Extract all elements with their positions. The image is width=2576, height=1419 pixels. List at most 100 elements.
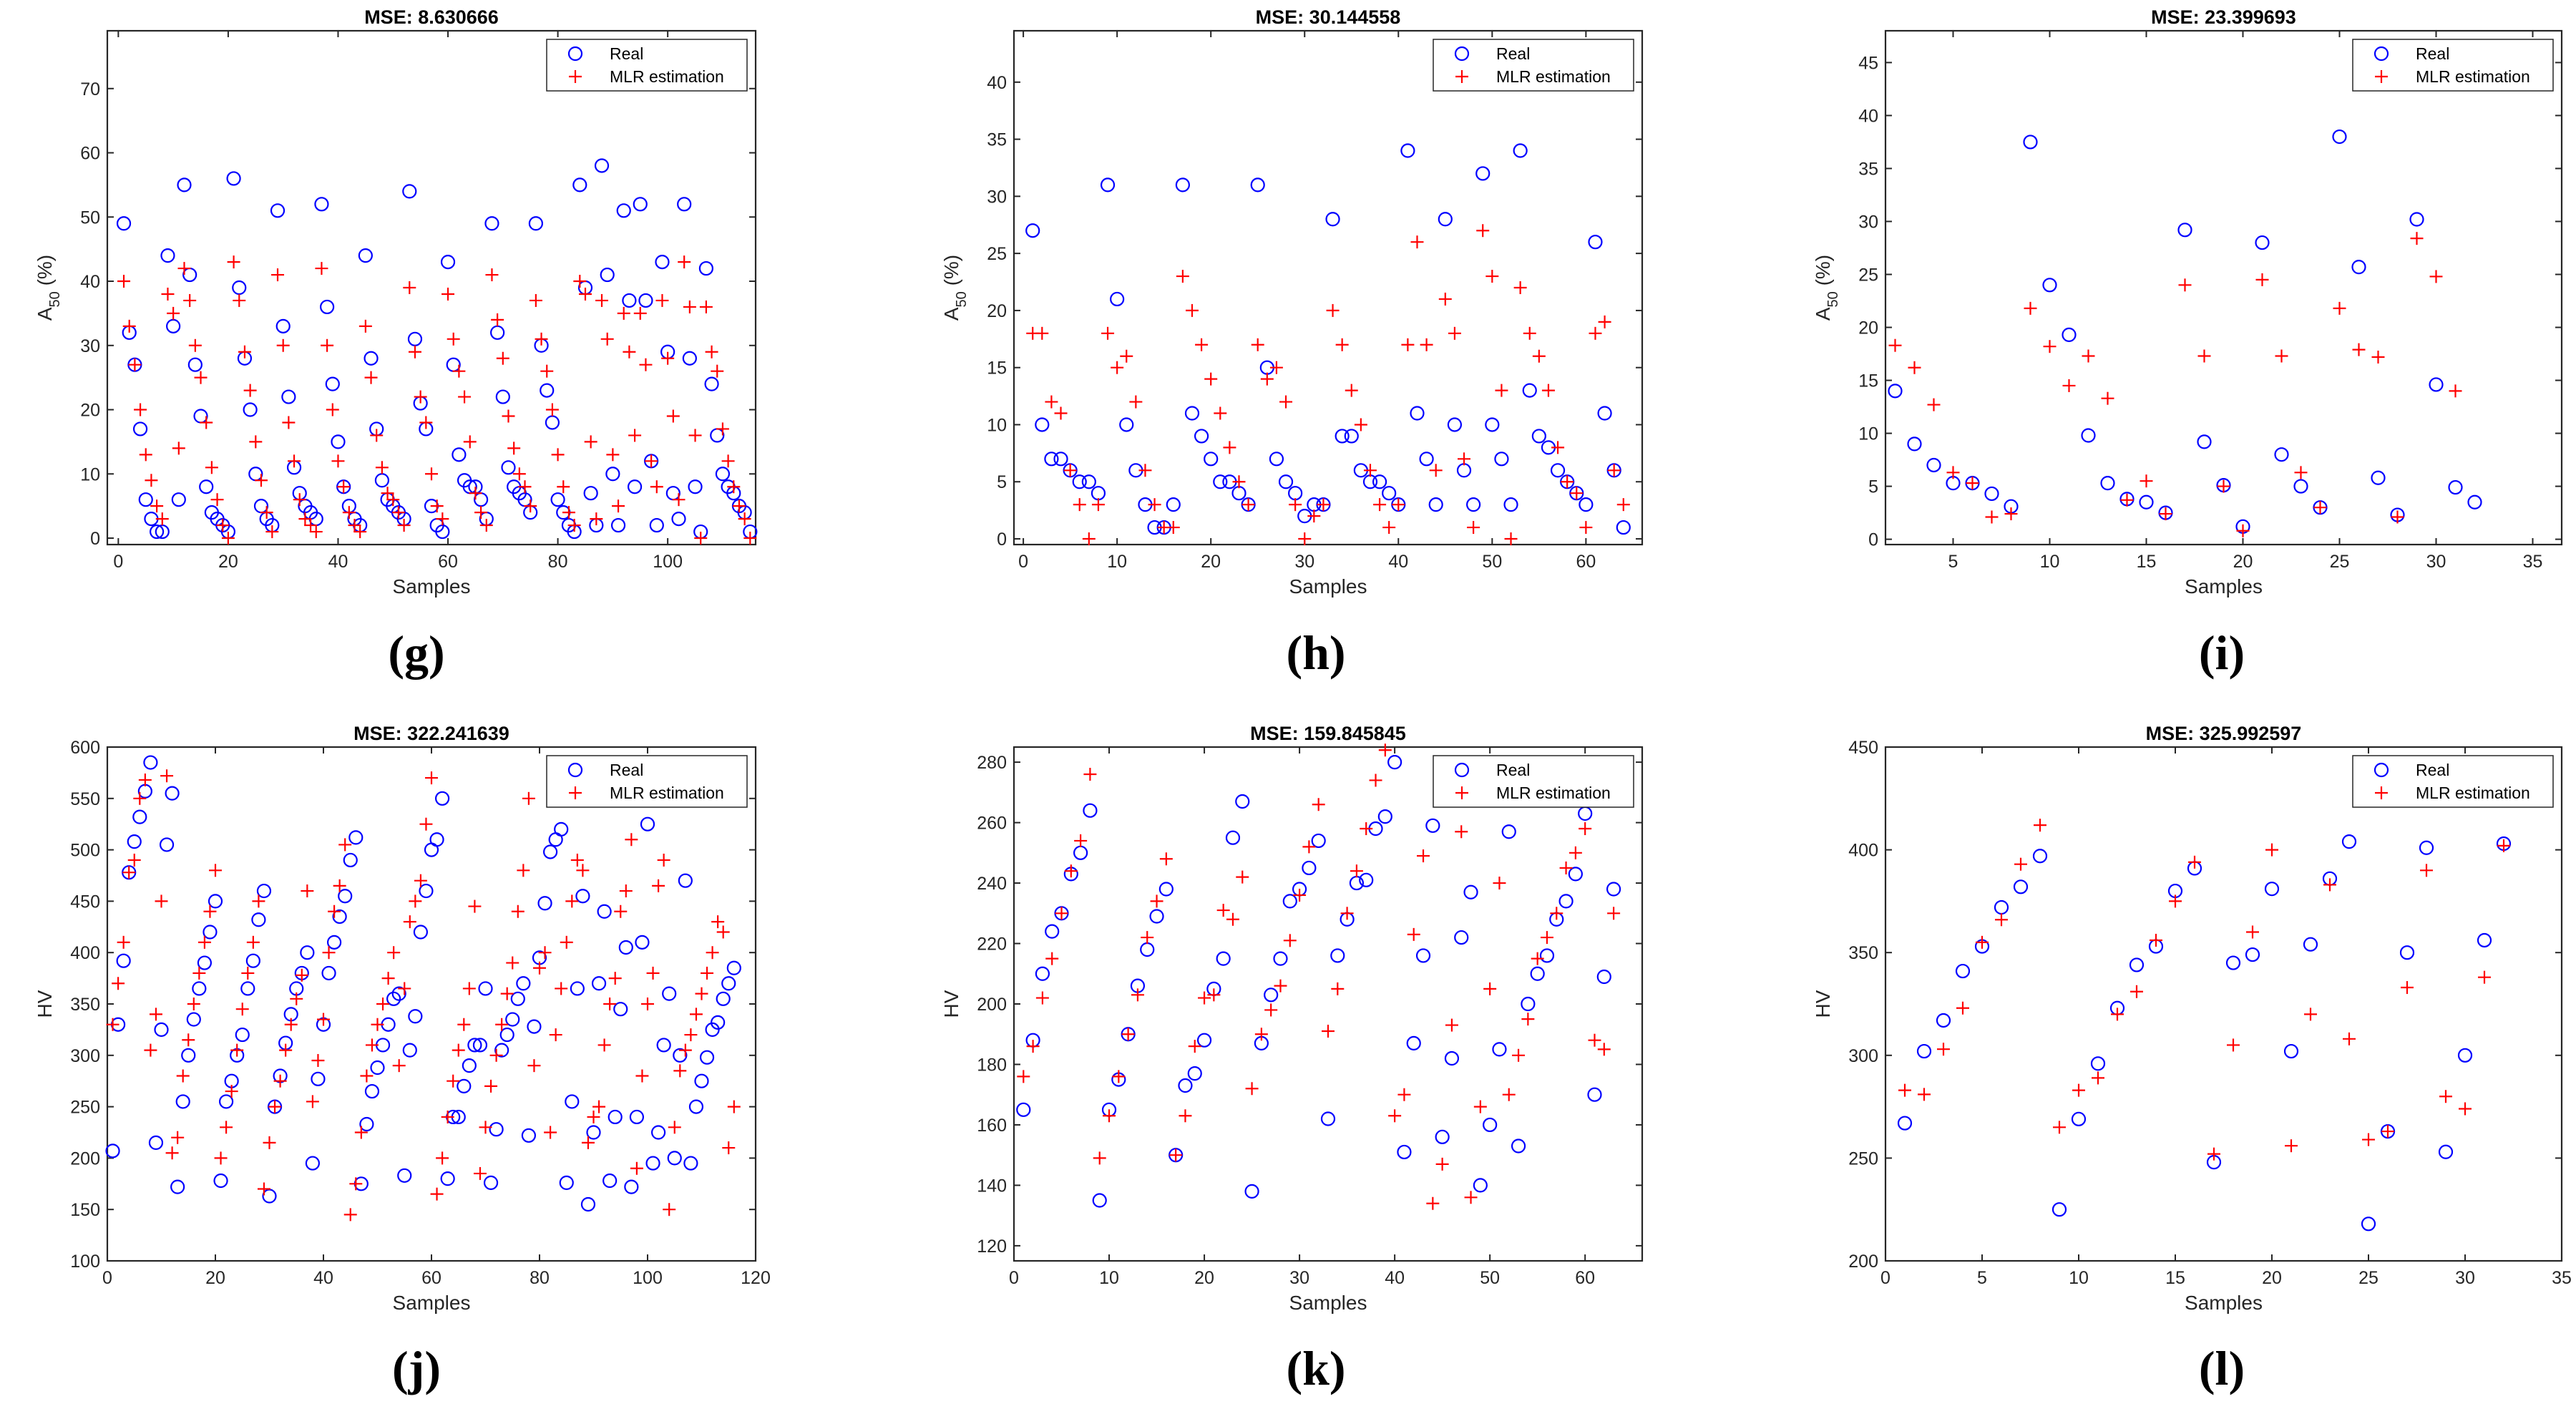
y-tick-label: 300 [70,1046,100,1066]
estimation-point [1579,521,1593,535]
estimation-point [1448,326,1461,340]
estimation-point [257,1182,270,1196]
estimation-point [683,300,696,313]
real-point [1073,845,1088,860]
estimation-point [1195,338,1209,351]
estimation-point [160,769,174,783]
real-point [655,255,670,270]
estimation-point [1207,988,1221,1002]
estimation-point [458,390,472,404]
real-point [629,1109,645,1125]
real-point [1955,963,1971,979]
estimation-point [2111,1008,2124,1021]
series-real [1897,834,2512,1232]
real-point [602,1173,618,1189]
y-tick-label: 180 [977,1055,1007,1075]
estimation-point [133,791,147,805]
series-real [1025,143,1631,535]
real-point [2332,129,2347,145]
real-point [462,1058,477,1073]
real-point [1578,806,1593,821]
estimation-point [573,275,587,288]
x-tick-label: 15 [2165,1268,2185,1288]
estimation-point [268,1100,282,1113]
real-point [1231,486,1246,501]
estimation-point [233,293,246,307]
real-point [1325,212,1340,227]
real-point [501,460,516,475]
estimation-point [689,1008,703,1021]
estimation-point [1483,982,1497,995]
real-point [219,1094,234,1109]
estimation-point [282,416,296,429]
real-point [1235,794,1250,809]
estimation-point [1397,1088,1411,1101]
real-point [2409,212,2424,227]
estimation-point [1150,894,1163,908]
estimation-point [128,358,142,371]
estimation-point [617,306,630,320]
y-tick-label: 450 [1848,738,1878,758]
estimation-point [317,1013,330,1026]
real-point [490,325,505,340]
x-tick-label: 0 [1880,1268,1890,1288]
real-point [165,786,180,801]
real-point [1196,1033,1212,1048]
real-point [1531,429,1546,444]
y-tick-label: 10 [1858,424,1878,444]
estimation-point [633,306,647,320]
estimation-point [655,293,669,307]
estimation-point [328,904,341,918]
real-point [457,1078,472,1093]
estimation-point [701,966,714,980]
real-point [331,434,346,449]
estimation-point [743,532,757,545]
estimation-point [570,853,584,867]
estimation-point [1607,907,1621,920]
estimation-point [1898,1083,1911,1097]
real-point [1588,235,1603,250]
estimation-point [419,416,433,429]
real-point [484,216,499,231]
real-point [170,1179,185,1194]
real-point [413,925,429,940]
estimation-point [699,300,713,313]
legend-estimation-label: MLR estimation [2416,784,2530,802]
x-tick-label: 0 [102,1268,112,1288]
estimation-point [1120,349,1133,363]
real-point [186,1012,201,1027]
estimation-point [1188,1040,1201,1053]
real-point [2371,470,2386,485]
estimation-point [2159,507,2172,521]
legend-real-marker [1454,762,1470,778]
real-point [166,318,181,333]
estimation-point [1129,395,1143,409]
estimation-point [1607,464,1621,477]
real-point [1335,429,1350,444]
estimation-point [1455,825,1468,839]
panel-k: 0 10 20 30 40 50 60 120 140 160 180 200 220 240 260 280… [940,723,1644,1395]
estimation-point [2333,301,2346,315]
estimation-point [333,879,346,892]
y-tick-label: 5 [1868,477,1878,497]
estimation-point [485,268,499,282]
estimation-point [260,506,273,520]
y-tick-label: 0 [997,530,1007,550]
x-tick-label: 100 [633,1268,663,1288]
real-point [1158,882,1174,897]
real-point [187,357,203,372]
legend-real-label: Real [1496,761,1530,779]
estimation-point [462,982,476,995]
estimation-point [1326,303,1340,317]
y-tick-label: 250 [1848,1149,1878,1169]
estimation-point [540,364,554,378]
estimation-point [727,1100,741,1113]
estimation-point [145,474,158,487]
estimation-point [1540,931,1553,945]
panel-i: 5 10 15 20 25 30 35 0 5 10 15 20 25 30 35 40 45 MSE: 23.3… [1812,6,2563,680]
real-point [2477,932,2492,948]
estimation-point [249,435,263,449]
y-tick-label: 200 [1848,1252,1878,1272]
estimation-point [403,281,416,294]
real-point [245,953,260,968]
